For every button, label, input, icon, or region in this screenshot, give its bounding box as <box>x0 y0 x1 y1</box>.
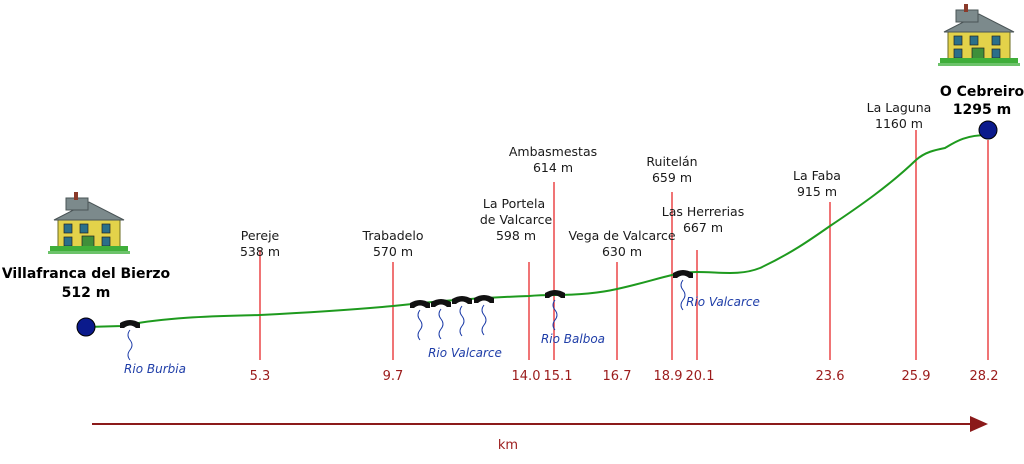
km-label: 9.7 <box>383 369 404 384</box>
river-label-burbia: Rio Burbia <box>124 362 186 376</box>
start-house-icon <box>47 191 131 255</box>
stop-elevation: 915 m <box>797 184 837 199</box>
stop-labels: Pereje 538 m Trabadelo 570 m La Portela … <box>240 100 931 259</box>
stop-name: La Faba <box>793 168 841 183</box>
km-label: 5.3 <box>250 369 271 384</box>
stop-name: Las Herrerias <box>662 204 744 219</box>
river-label-balboa: Rio Balboa <box>541 332 605 346</box>
bridge-icon <box>120 320 140 361</box>
km-label: 25.9 <box>902 369 931 384</box>
km-label: 23.6 <box>816 369 845 384</box>
km-label: 20.1 <box>686 369 715 384</box>
stop-elevation: 630 m <box>602 244 642 259</box>
end-town-name: O Cebreiro <box>940 84 1024 100</box>
bridge-icon <box>431 299 451 340</box>
stop-elevation: 538 m <box>240 244 280 259</box>
stop-name: La Laguna <box>867 100 932 115</box>
stop-name: Vega de Valcarce <box>568 228 675 243</box>
km-label: 15.1 <box>544 369 573 384</box>
stop-name-line: La Portela <box>483 196 545 211</box>
stop-name: Ruitelán <box>646 154 697 169</box>
stop-name: La Portela de Valcarce <box>480 196 553 227</box>
stop-elevation: 667 m <box>683 220 723 235</box>
end-town-elevation: 1295 m <box>953 102 1011 118</box>
stop-elevation: 570 m <box>373 244 413 259</box>
end-house-icon <box>937 3 1021 67</box>
km-labels: 5.3 9.7 14.0 15.1 16.7 18.9 20.1 23.6 25… <box>250 369 999 384</box>
stop-name-line: de Valcarce <box>480 212 553 227</box>
axis-label: km <box>498 438 518 453</box>
stop-name: Trabadelo <box>362 228 424 243</box>
stop-name: Ambasmestas <box>509 144 597 159</box>
km-label: 28.2 <box>970 369 999 384</box>
bridge-icon <box>452 296 472 337</box>
stop-elevation: 598 m <box>496 228 536 243</box>
start-point-dot <box>76 317 96 337</box>
km-label: 14.0 <box>512 369 541 384</box>
start-town-name: Villafranca del Bierzo <box>2 266 171 282</box>
stop-elevation: 614 m <box>533 160 573 175</box>
bridge-icon <box>673 270 693 311</box>
bridge-icon <box>474 295 494 336</box>
stop-elevation: 659 m <box>652 170 692 185</box>
end-point-dot <box>978 120 998 140</box>
stop-elevation: 1160 m <box>875 116 923 131</box>
start-town-elevation: 512 m <box>62 285 111 301</box>
elevation-profile-line <box>85 134 989 328</box>
river-label-valcarce-2: Rio Valcarce <box>686 295 760 309</box>
km-label: 18.9 <box>654 369 683 384</box>
stop-name: Pereje <box>241 228 280 243</box>
km-label: 16.7 <box>603 369 632 384</box>
bridge-icon <box>410 300 430 341</box>
bridge-icon <box>545 290 565 331</box>
river-label-valcarce-1: Rio Valcarce <box>428 346 502 360</box>
